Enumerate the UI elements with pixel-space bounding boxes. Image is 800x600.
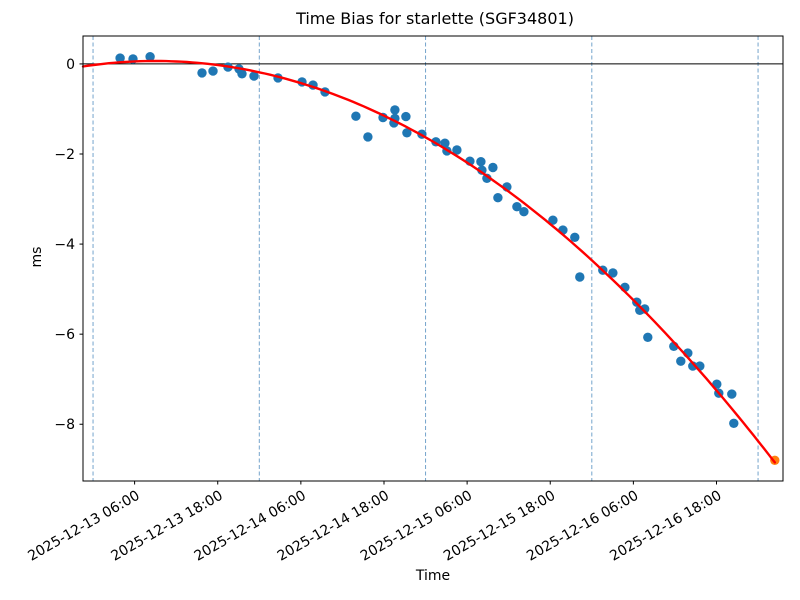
plot-border [82, 35, 784, 482]
data-point [197, 68, 207, 78]
data-point [643, 332, 653, 342]
data-point [452, 145, 462, 155]
x-axis-label: Time [415, 568, 450, 584]
y-tick-label: −2 [54, 147, 75, 163]
data-point [488, 162, 498, 173]
y-tick-label: −4 [54, 237, 75, 253]
data-point [676, 356, 686, 366]
data-point [512, 202, 522, 212]
data-point [575, 272, 585, 282]
y-tick-label: 0 [66, 57, 75, 73]
data-point [390, 105, 400, 115]
y-axis-label: ms [29, 247, 45, 268]
data-point [440, 138, 450, 148]
data-point [688, 361, 698, 371]
data-point [401, 111, 411, 122]
data-point [640, 304, 650, 314]
data-point [727, 389, 737, 399]
data-point [493, 193, 503, 203]
fit-curve [81, 59, 776, 464]
data-point [476, 157, 486, 167]
data-point [477, 165, 487, 175]
data-point [351, 111, 361, 121]
data-point [519, 207, 529, 217]
data-point [145, 52, 155, 62]
y-tick-label: −6 [54, 327, 75, 343]
data-point [548, 215, 558, 225]
chart-title: Time Bias for starlette (SGF34801) [295, 9, 574, 28]
data-point [363, 132, 373, 142]
data-point [402, 128, 412, 138]
data-point [249, 71, 259, 81]
data-point [570, 232, 580, 242]
y-tick-label: −8 [54, 417, 75, 433]
data-point [237, 69, 247, 79]
data-point [608, 268, 618, 278]
data-point [208, 66, 218, 76]
data-point [729, 418, 739, 428]
data-point [115, 53, 125, 63]
data-point [482, 173, 492, 183]
